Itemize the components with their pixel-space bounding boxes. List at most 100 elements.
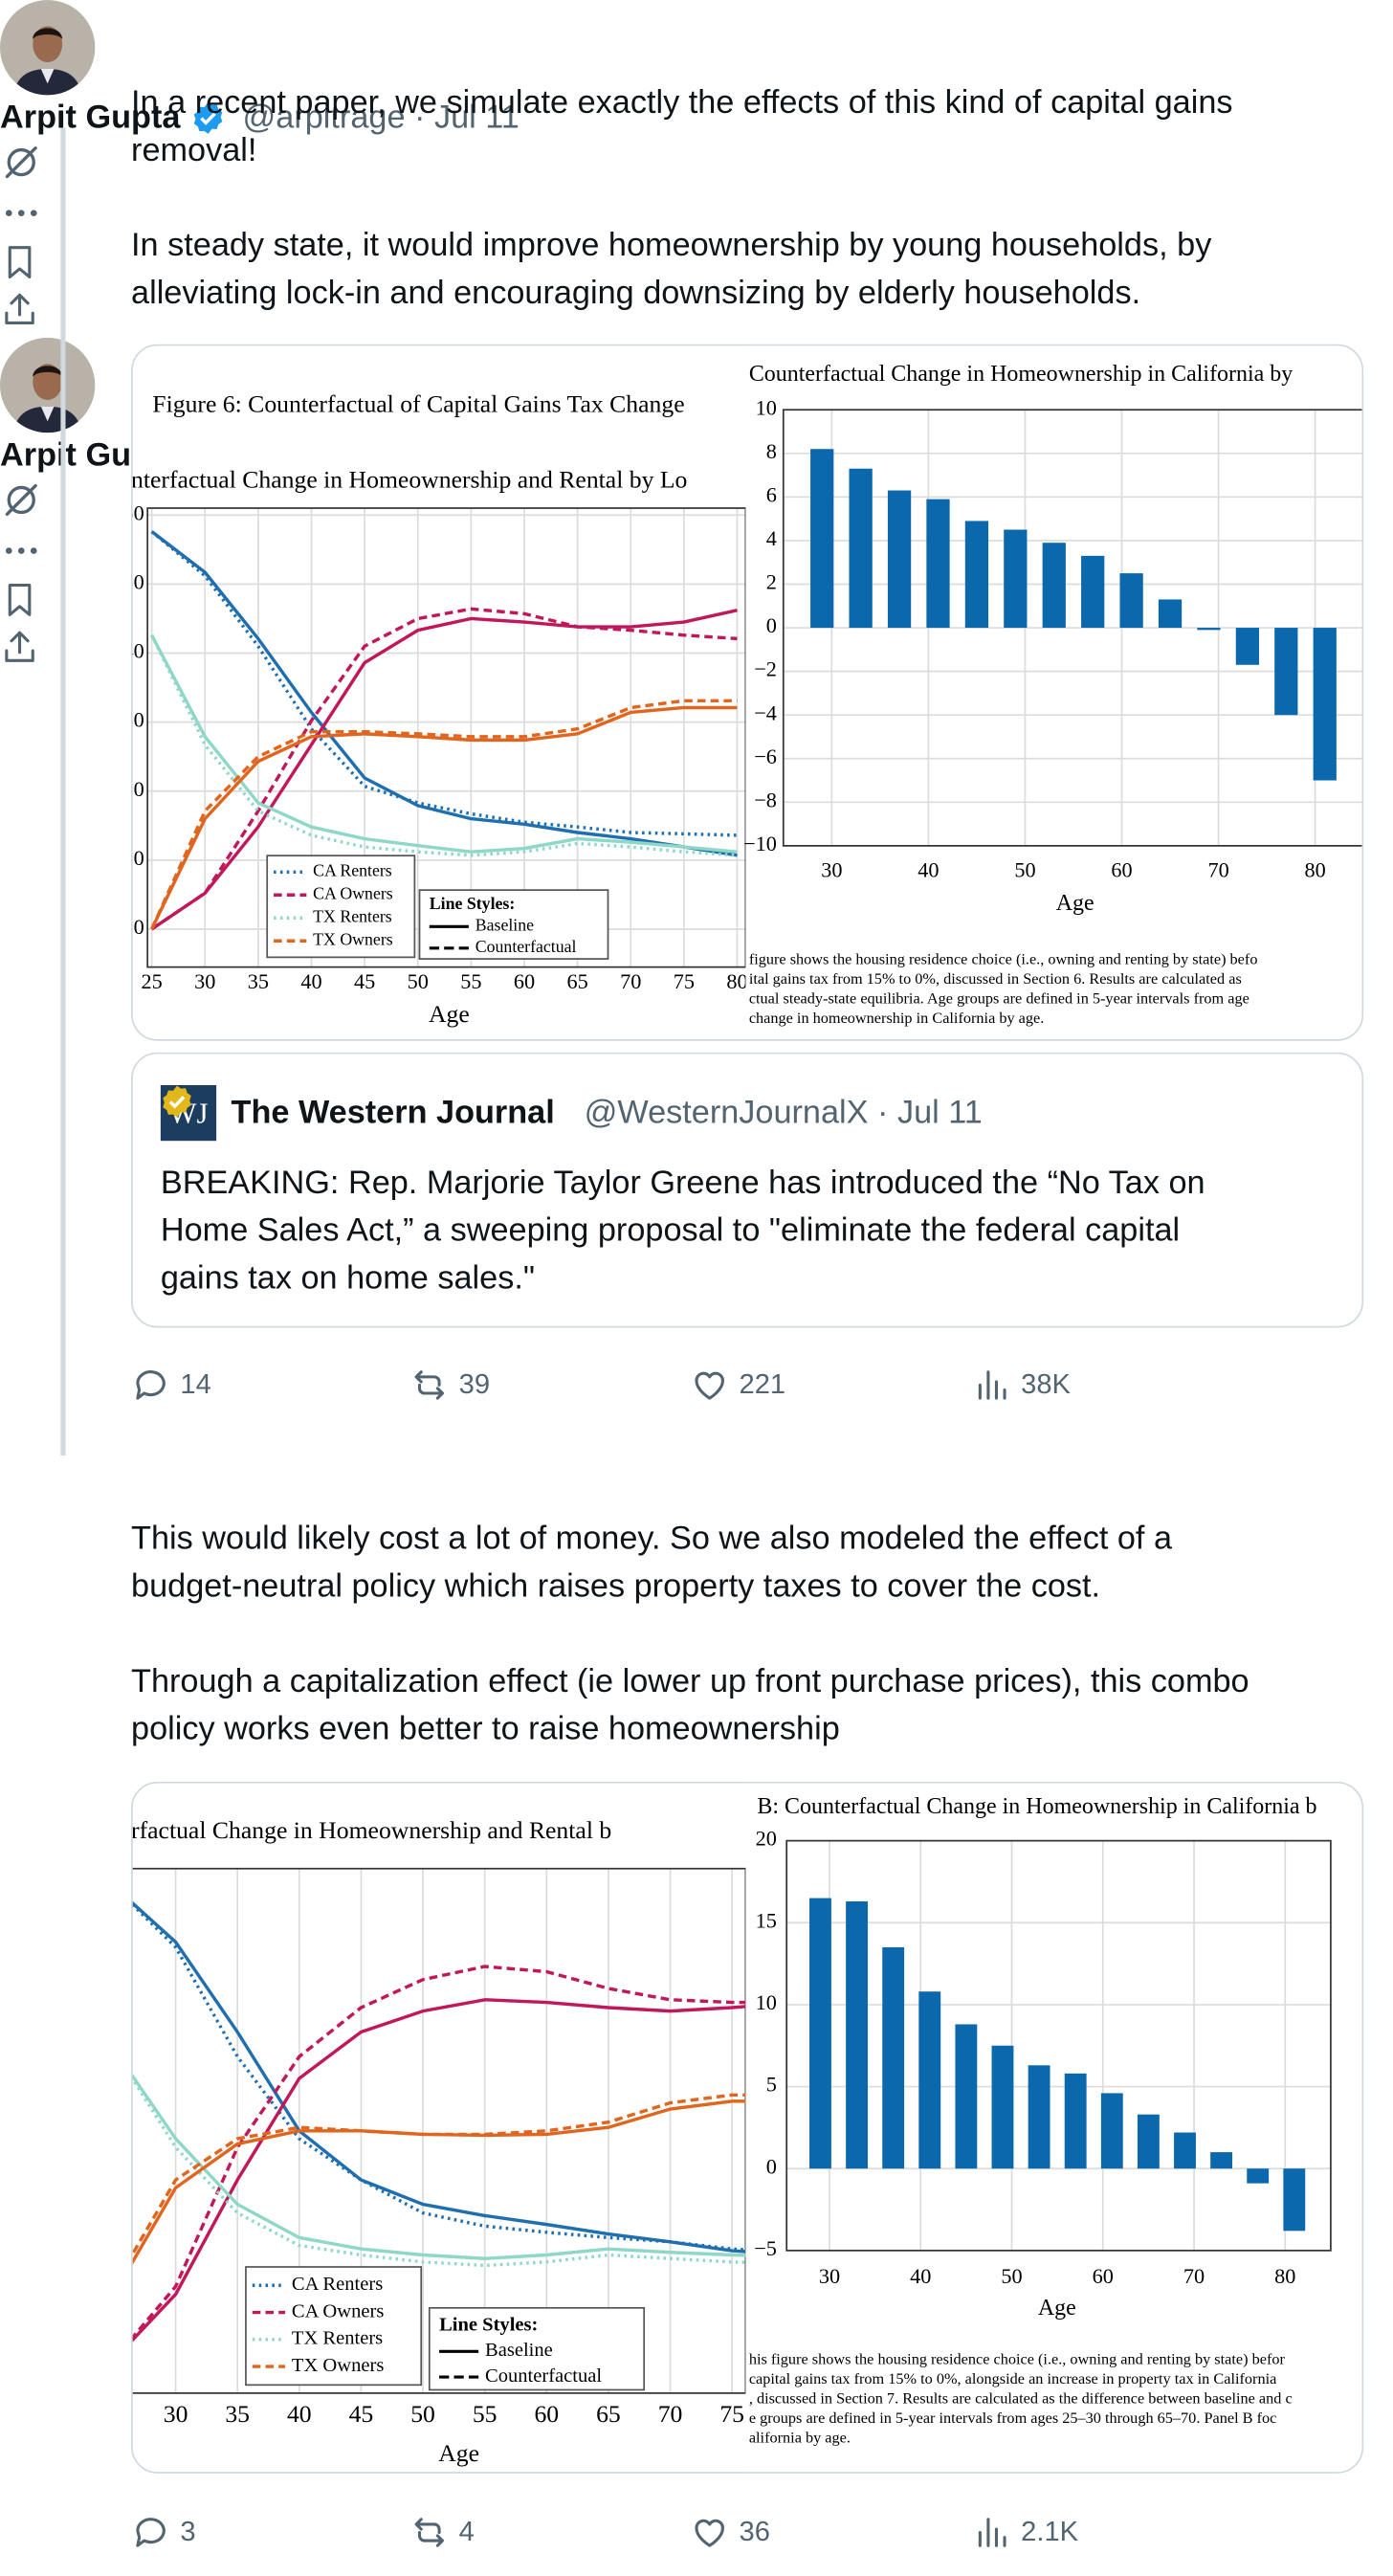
line-styles-box [428, 2306, 646, 2391]
caption-line: figure shows the housing residence choic… [749, 951, 1258, 968]
more-button[interactable] [0, 191, 1393, 242]
media[interactable]: 30 35 40 45 50 55 60 65 70 75 CA Renters CA Owners T… [131, 1781, 1364, 2474]
bookmark-button[interactable] [0, 243, 1393, 291]
stat-likes[interactable]: 36 [690, 2513, 770, 2552]
share-button[interactable] [0, 628, 1393, 676]
bar [1235, 628, 1260, 665]
bookmark-button[interactable] [0, 580, 1393, 628]
icon [695, 2519, 724, 2547]
grok-button[interactable] [0, 141, 1393, 191]
icon [5, 483, 37, 516]
series-line [132, 1998, 746, 2343]
x-tick-label: 75 [719, 2400, 744, 2428]
bar [1313, 628, 1337, 781]
bar [955, 2024, 978, 2169]
x-axis-label: Age [1038, 2296, 1076, 2321]
verified-badge [193, 101, 223, 134]
thread-line [60, 127, 66, 1456]
x-tick-label: 50 [1001, 2264, 1022, 2288]
grok-button[interactable] [0, 478, 1393, 529]
y-tick-label: 0 [134, 915, 144, 939]
plot-frame [782, 409, 1362, 847]
x-tick-label: 75 [674, 969, 695, 993]
x-tick-label: 35 [225, 2400, 250, 2428]
stat-replies[interactable]: 14 [131, 1366, 211, 1405]
legend-label: CA Owners [313, 883, 393, 902]
bar [1081, 555, 1105, 629]
stat-count: 221 [739, 1368, 786, 1400]
stat-views[interactable]: 2.1K [972, 2513, 1078, 2552]
caption-line: capital gains tax from 15% to 0%, alongs… [749, 2370, 1277, 2387]
icon [414, 1370, 445, 1400]
tweet-text-line: This would likely cost a lot of money. S… [131, 1521, 1173, 1558]
x-tick-label: 60 [514, 969, 535, 993]
series-line [132, 2076, 746, 2268]
bar [1119, 573, 1143, 629]
stat-count: 3 [180, 2516, 196, 2547]
x-tick-label: 30 [819, 2264, 840, 2288]
stat-reposts[interactable]: 39 [409, 1366, 490, 1405]
series-line [132, 1965, 746, 2341]
y-tick-label: −4 [754, 700, 777, 724]
y-tick-label: 20 [131, 777, 144, 801]
x-tick-label: 55 [473, 2400, 498, 2428]
x-tick-label: 70 [1207, 857, 1228, 881]
stat-count: 38K [1021, 1368, 1071, 1400]
stat-views[interactable]: 38K [972, 1366, 1071, 1405]
y-tick-label: −8 [754, 788, 777, 811]
x-tick-label: 60 [1093, 2264, 1114, 2288]
tweet-header: Arpit Gupta @arpitrage · Jul 11 [0, 95, 1393, 141]
quote-tweet[interactable]: WJ The Western Journal @WesternJournalX · … [131, 1052, 1364, 1328]
media[interactable]: 2530354045505560657075800102030405060CA … [131, 344, 1364, 1041]
x-tick-label: 50 [408, 969, 429, 993]
quote-author: The Western Journal [231, 1094, 555, 1131]
chart-title: rfactual Change in Homeownership and Ren… [131, 1816, 611, 1844]
tweet-text-line: In steady state, it would improve homeow… [131, 228, 1212, 264]
y-tick-label: 40 [131, 639, 144, 663]
x-tick-label: 45 [354, 969, 375, 993]
chart-subtitle: nterfactual Change in Homeownership and … [131, 465, 687, 493]
x-tick-label: 40 [287, 2400, 312, 2428]
stat-reposts[interactable]: 4 [409, 2513, 475, 2552]
quote-header: WJ The Western Journal @WesternJournalX · … [160, 1084, 983, 1142]
tweet-text-line: In a recent paper, we simulate exactly t… [131, 85, 1233, 122]
stat-replies[interactable]: 3 [131, 2513, 196, 2552]
y-tick-label: 15 [756, 1908, 777, 1932]
panel-background [745, 345, 1362, 1040]
author-name[interactable]: Arpit Gupta [0, 99, 181, 136]
caption-line: e groups are defined in 5-year intervals… [749, 2409, 1277, 2427]
y-tick-label: −10 [743, 832, 777, 855]
plot-frame [785, 1839, 1332, 2252]
bar [918, 1991, 941, 2169]
more-button[interactable] [0, 529, 1393, 580]
caption-line: change in homeownership in California by… [749, 1010, 1045, 1027]
x-tick-label: 65 [596, 2400, 621, 2428]
legend-label: TX Renters [313, 906, 392, 925]
x-axis-label: Age [1056, 891, 1094, 916]
lines [150, 530, 738, 931]
x-tick-label: 30 [194, 969, 215, 993]
x-tick-label: 30 [821, 857, 842, 881]
y-tick-label: 10 [756, 395, 777, 419]
x-tick-label: 35 [248, 969, 269, 993]
handle-date: @arpitrage · Jul 11 [242, 99, 520, 136]
bar [810, 449, 834, 629]
x-tick-label: 50 [1014, 857, 1035, 881]
series-line [132, 2073, 746, 2260]
quote-text-line: Home Sales Act,” a sweeping proposal to … [160, 1212, 1181, 1250]
bar [1028, 2065, 1050, 2169]
icon [136, 1370, 166, 1400]
share-button[interactable] [0, 290, 1393, 338]
line-style-label: Baseline [475, 915, 534, 934]
x-axis-label: Age [438, 2439, 479, 2467]
icon [5, 293, 34, 324]
line-styles-title: Line Styles: [439, 2314, 538, 2335]
lines [132, 1900, 746, 2343]
stat-likes[interactable]: 221 [690, 1366, 785, 1405]
bar [887, 490, 912, 629]
quote-text-line: BREAKING: Rep. Marjorie Taylor Greene ha… [160, 1165, 1205, 1202]
quote-meta: @WesternJournalX · Jul 11 [584, 1094, 983, 1131]
series-line [150, 607, 738, 931]
badge [190, 100, 227, 136]
legend-label: CA Renters [313, 860, 392, 879]
